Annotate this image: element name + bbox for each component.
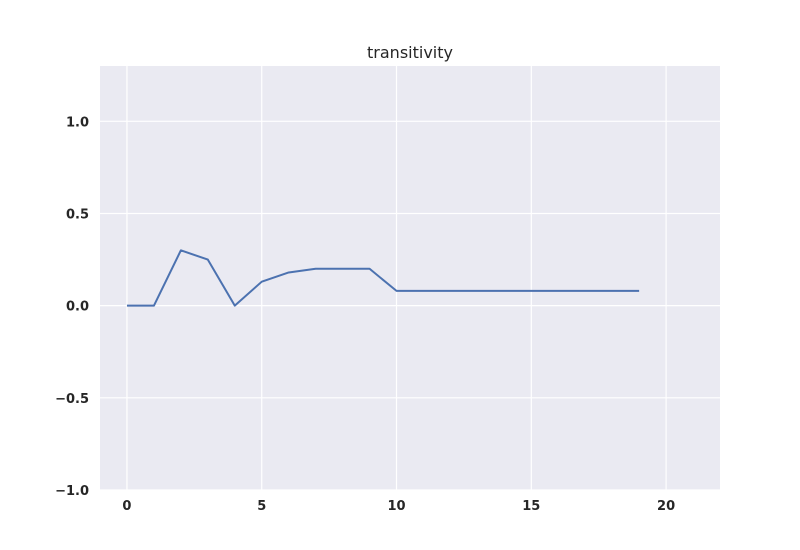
plot-area (100, 66, 720, 490)
x-tick-label: 5 (257, 499, 266, 514)
y-tick-label: 0.0 (66, 300, 89, 315)
y-tick-label: −0.5 (55, 392, 89, 407)
y-tick-label: 1.0 (66, 115, 89, 130)
series-group (126, 249, 640, 307)
y-tick-label: −1.0 (55, 484, 89, 499)
grid (100, 66, 720, 491)
y-axis-ticks: −1.0 −0.5 0.0 0.5 1.0 (55, 115, 89, 499)
series-line (126, 249, 640, 307)
x-tick-label: 0 (122, 499, 131, 514)
y-tick-label: 0.5 (66, 207, 89, 222)
chart-title: transitivity (367, 43, 453, 62)
x-tick-label: 10 (387, 499, 405, 514)
x-tick-label: 15 (522, 499, 540, 514)
x-tick-label: 20 (657, 499, 675, 514)
x-axis-ticks: 0 5 10 15 20 (122, 499, 675, 514)
